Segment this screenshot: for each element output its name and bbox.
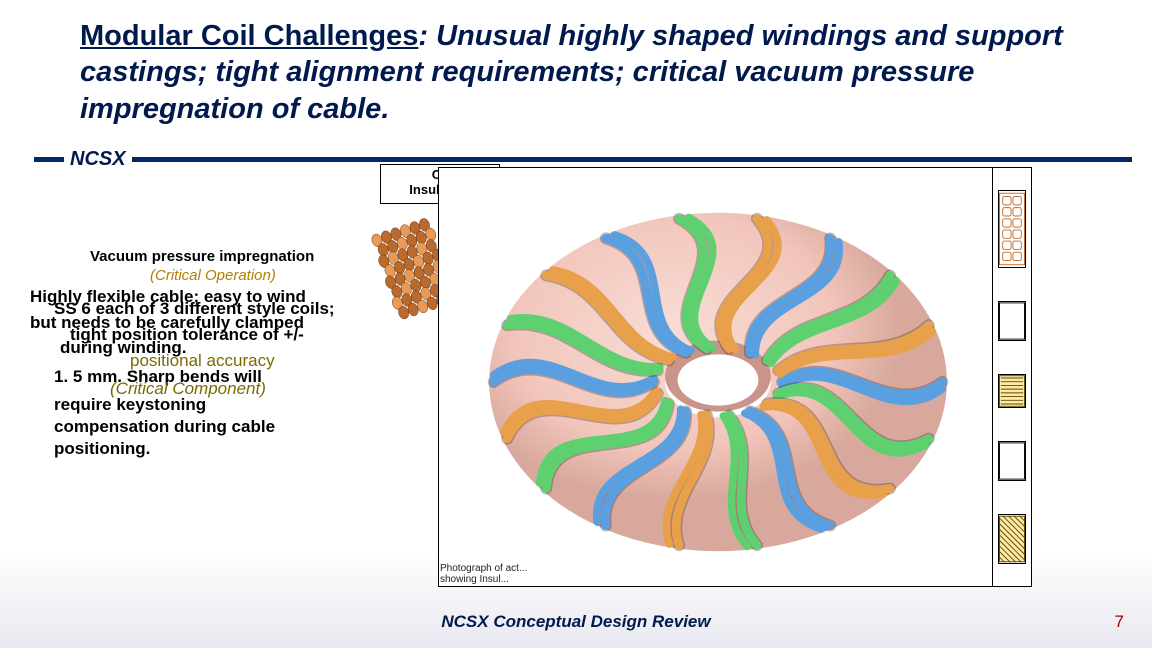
swatch-icon: [998, 514, 1026, 564]
critical-operation-label: (Critical Operation): [150, 267, 460, 284]
divider-bar-right: [132, 157, 1132, 162]
page-number: 7: [1115, 612, 1124, 632]
divider-bar-left: [34, 157, 64, 162]
slide-title: Modular Coil Challenges: Unusual highly …: [80, 18, 1070, 127]
cross-section-strip: [992, 167, 1032, 587]
vpi-label: Vacuum pressure impregnation: [90, 248, 460, 265]
swatch-icon: [998, 190, 1026, 268]
swatch-icon: [998, 374, 1026, 408]
caption-line: Photograph of act...: [440, 563, 527, 574]
caption-line: showing Insul...: [440, 574, 527, 585]
text-line: positioning.: [54, 438, 460, 460]
slide: Modular Coil Challenges: Unusual highly …: [0, 0, 1152, 648]
modular-coil-diagram: [438, 167, 998, 587]
title-underlined: Modular Coil Challenges: [80, 20, 418, 52]
overlay-text-stack: Vacuum pressure impregnation (Critical O…: [30, 248, 460, 459]
photo-caption: Photograph of act...showing Insul...: [440, 563, 527, 585]
ncsx-label: NCSX: [64, 148, 132, 171]
swatch-icon: [998, 441, 1026, 481]
text-line: compensation during cable: [54, 416, 460, 438]
footer-text: NCSX Conceptual Design Review: [0, 612, 1152, 632]
jumbled-body-text: Highly flexible cable; easy to windSS 6 …: [30, 286, 460, 459]
swatch-icon: [998, 301, 1026, 341]
